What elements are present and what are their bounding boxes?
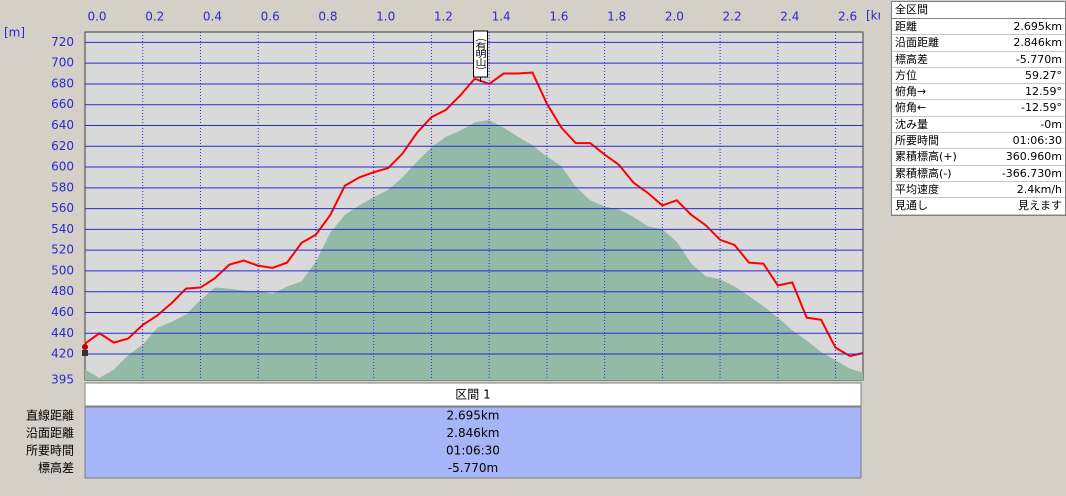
panel-label: 距離 bbox=[895, 20, 917, 33]
panel-label: 沈み量 bbox=[895, 117, 928, 131]
table-body-bg bbox=[84, 406, 862, 479]
panel-value: 12.59° bbox=[1025, 85, 1062, 99]
y-tick-label: 720 bbox=[51, 35, 74, 49]
panel-label: 累積標高(+) bbox=[895, 150, 957, 164]
panel-row: 平均速度 2.4km/h bbox=[892, 182, 1065, 199]
y-tick-label: 460 bbox=[51, 305, 74, 319]
x-tick-label: 2.2 bbox=[723, 10, 742, 24]
panel-label: 方位 bbox=[895, 68, 917, 82]
table-header-bg bbox=[84, 382, 862, 407]
panel-label: 俯角→ bbox=[895, 85, 927, 99]
panel-row: 標高差 -5.770m bbox=[892, 52, 1065, 68]
panel-value: 01:06:30 bbox=[1012, 134, 1062, 148]
y-tick-label: 540 bbox=[51, 222, 74, 236]
panel-row: 累積標高(-) -366.730m bbox=[892, 166, 1065, 182]
start-icon-body bbox=[82, 350, 88, 356]
panel-row: 累積標高(+) 360.960m bbox=[892, 149, 1065, 166]
x-tick-label: 1.0 bbox=[376, 10, 395, 24]
y-tick-label: 700 bbox=[51, 56, 74, 70]
row-value: 2.695km bbox=[447, 409, 500, 423]
summary-panel: 全区間 距離 2.695km 沿面距離 2.846km 標高差 -5.770m 方位 59.27… bbox=[891, 1, 1066, 216]
panel-label: 所要時間 bbox=[895, 134, 939, 148]
panel-row: 沈み量 -0m bbox=[892, 117, 1065, 134]
start-icon bbox=[82, 344, 88, 350]
x-tick-label: 0.8 bbox=[318, 10, 337, 24]
row-label: 沿面距離 bbox=[26, 426, 74, 440]
x-tick-label: 0.2 bbox=[145, 10, 164, 24]
panel-label: 標高差 bbox=[895, 52, 928, 66]
x-tick-label: 1.6 bbox=[549, 10, 568, 24]
panel-title: 全区間 bbox=[892, 2, 1065, 19]
y-tick-label: 660 bbox=[51, 97, 74, 111]
row-label: 標高差 bbox=[38, 460, 74, 475]
row-label: 直線距離 bbox=[26, 408, 74, 423]
y-tick-label: 580 bbox=[51, 180, 74, 194]
panel-row: 俯角← -12.59° bbox=[892, 100, 1065, 117]
x-tick-label: 2.0 bbox=[665, 10, 684, 24]
panel-value: 59.27° bbox=[1025, 68, 1062, 82]
y-tick-label: 520 bbox=[51, 243, 74, 257]
y-tick-label: 500 bbox=[51, 263, 74, 277]
panel-value: -0m bbox=[1040, 117, 1062, 131]
table-header: 区間 1 bbox=[455, 388, 490, 402]
y-tick-label: 680 bbox=[51, 76, 74, 90]
x-tick-label: 1.8 bbox=[607, 10, 626, 24]
panel-value: -12.59° bbox=[1021, 101, 1062, 115]
y-tick-label: 480 bbox=[51, 284, 74, 298]
y-tick-label: 560 bbox=[51, 201, 74, 215]
panel-label: 俯角← bbox=[895, 101, 927, 115]
x-tick-label: 2.4 bbox=[780, 10, 799, 24]
panel-label: 見通し bbox=[895, 199, 928, 213]
annotation-label: （有明山） bbox=[474, 33, 487, 75]
row-value: -5.770m bbox=[448, 461, 498, 475]
y-tick-label: 640 bbox=[51, 118, 74, 132]
panel-value: -366.730m bbox=[1001, 166, 1062, 180]
panel-row: 沿面距離 2.846km bbox=[892, 35, 1065, 52]
y-tick-label: 620 bbox=[51, 139, 74, 153]
x-tick-label: 2.6 bbox=[838, 10, 857, 24]
panel-row: 距離 2.695km bbox=[892, 19, 1065, 36]
row-value: 01:06:30 bbox=[446, 444, 500, 458]
panel-label: 沿面距離 bbox=[895, 36, 939, 50]
panel-value: 360.960m bbox=[1005, 150, 1062, 164]
x-unit: [km] bbox=[866, 9, 880, 23]
row-label: 所要時間 bbox=[26, 444, 74, 458]
route-line bbox=[84, 71, 864, 358]
panel-label: 累積標高(-) bbox=[895, 166, 952, 180]
panel-value: 2.4km/h bbox=[1016, 182, 1062, 196]
x-tick-label: 0.4 bbox=[203, 10, 222, 24]
row-value: 2.846km bbox=[447, 426, 500, 440]
panel-label: 平均速度 bbox=[895, 182, 939, 196]
panel-value: -5.770m bbox=[1015, 52, 1062, 66]
panel-row: 方位 59.27° bbox=[892, 68, 1065, 85]
x-tick-label: 1.2 bbox=[434, 10, 453, 24]
y-tick-label: 420 bbox=[51, 347, 74, 361]
y-tick-label: 600 bbox=[51, 160, 74, 174]
y-tick-label: 440 bbox=[51, 326, 74, 340]
x-tick-label: 0.0 bbox=[87, 10, 106, 24]
y-tick-label: 395 bbox=[51, 373, 74, 387]
panel-value: 2.695km bbox=[1013, 20, 1062, 33]
x-tick-label: 1.4 bbox=[492, 10, 511, 24]
panel-value: 見えます bbox=[1018, 199, 1062, 213]
x-tick-label: 0.6 bbox=[261, 10, 280, 24]
panel-value: 2.846km bbox=[1013, 36, 1062, 50]
panel-row: 所要時間 01:06:30 bbox=[892, 133, 1065, 150]
annotation-box bbox=[472, 30, 488, 78]
panel-row: 見通し 見えます bbox=[892, 198, 1065, 215]
chart: [m] [km] 395 420 440 460 480 500 520 540 560 580 6… bbox=[4, 9, 880, 479]
y-unit: [m] bbox=[4, 26, 25, 40]
panel-row: 俯角→ 12.59° bbox=[892, 84, 1065, 101]
